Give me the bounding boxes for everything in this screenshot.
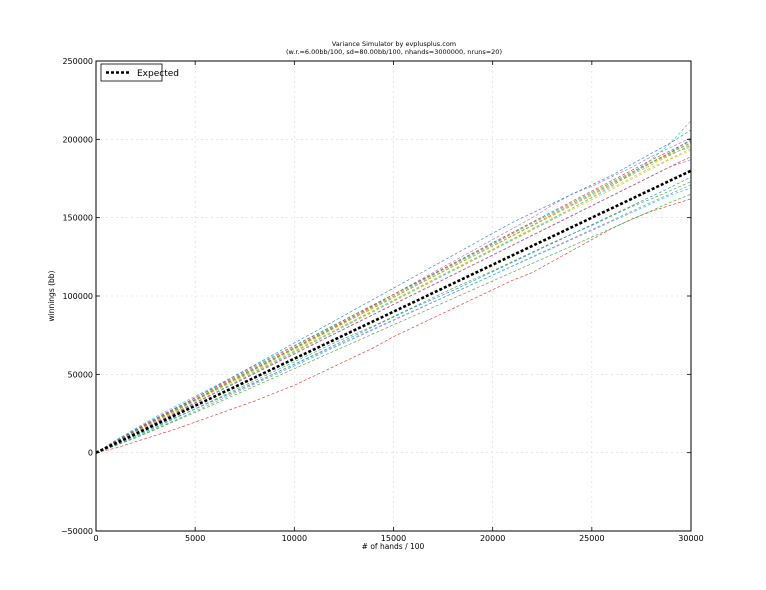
chart-subtitle: (w.r.=6.00bb/100, sd=80.00bb/100, nhands… (286, 48, 502, 56)
grid-lines (96, 61, 691, 531)
y-axis-label: winnings (bb) (47, 270, 56, 321)
y-axis: −50000 0 50000 100000 150000 200000 250000 (61, 57, 691, 536)
series-line-run (95, 193, 692, 454)
legend-box (100, 63, 163, 82)
legend: Expected (100, 63, 179, 82)
x-tick-label: 30000 (678, 534, 703, 543)
chart-title: Variance Simulator by evplusplus.com (332, 40, 456, 48)
y-tick-label: 50000 (68, 370, 93, 379)
x-tick-label: 0 (93, 534, 98, 543)
series-line-run (95, 184, 692, 454)
y-tick-label: 250000 (62, 57, 93, 66)
legend-label-expected: Expected (137, 69, 179, 79)
series-line-run (95, 187, 692, 454)
series-line-run (95, 159, 692, 454)
y-tick-label: 150000 (62, 214, 93, 223)
series-line-run (95, 146, 692, 454)
x-tick-label: 15000 (381, 534, 406, 543)
series-line-run (95, 140, 692, 454)
y-tick-label: 200000 (62, 135, 93, 144)
x-tick-label: 25000 (579, 534, 604, 543)
x-tick-label: 5000 (185, 534, 205, 543)
x-axis: 0 5000 10000 15000 20000 25000 30000 (93, 61, 704, 543)
x-tick-label: 20000 (480, 534, 505, 543)
y-tick-label: 100000 (62, 292, 93, 301)
series-line-run (95, 176, 692, 454)
y-tick-label: 0 (88, 449, 93, 458)
x-tick-label: 10000 (282, 534, 307, 543)
series-line-run (95, 142, 692, 454)
series-line-run (95, 198, 692, 454)
series-line-run (95, 181, 692, 454)
y-tick-label: −50000 (61, 527, 93, 536)
x-axis-label: # of hands / 100 (362, 542, 425, 551)
series-lines (95, 120, 692, 454)
